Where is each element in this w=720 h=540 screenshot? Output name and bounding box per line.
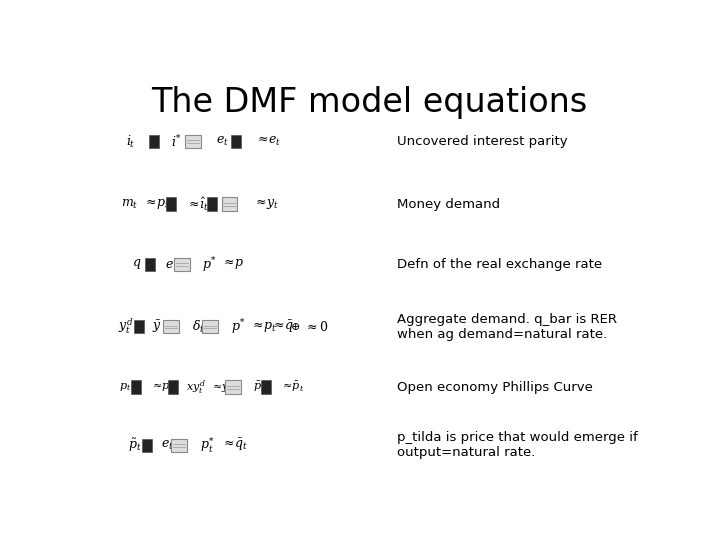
Text: $e_{t}$: $e_{t}$ xyxy=(161,438,174,452)
Bar xyxy=(168,380,178,394)
Text: $\approx\! y_{t}$: $\approx\! y_{t}$ xyxy=(253,197,279,211)
Bar xyxy=(163,320,179,333)
Text: $\approx\! p$: $\approx\! p$ xyxy=(221,258,244,272)
Text: $\approx\!\bar{q}$: $\approx\!\bar{q}$ xyxy=(271,319,294,335)
Bar xyxy=(222,198,238,211)
Text: Aggregate demand. q_bar is RER
when ag demand=natural rate.: Aggregate demand. q_bar is RER when ag d… xyxy=(397,313,617,341)
Text: Uncovered interest parity: Uncovered interest parity xyxy=(397,135,567,148)
Text: $p^{*}$: $p^{*}$ xyxy=(202,255,216,274)
Text: $m_{t}$: $m_{t}$ xyxy=(121,198,138,211)
Bar xyxy=(171,438,187,452)
Bar xyxy=(143,438,153,452)
Text: $p_{t}^{*}$: $p_{t}^{*}$ xyxy=(200,436,215,455)
Bar xyxy=(145,258,156,271)
Text: $\approx\! p_{t}$: $\approx\! p_{t}$ xyxy=(143,197,170,211)
Text: $\approx\!\bar{q}_{t}$: $\approx\!\bar{q}_{t}$ xyxy=(220,437,248,454)
Text: Defn of the real exchange rate: Defn of the real exchange rate xyxy=(397,258,602,271)
Text: Money demand: Money demand xyxy=(397,198,500,211)
Text: $\approx\!\bar{p}_{t}$: $\approx\!\bar{p}_{t}$ xyxy=(280,380,304,394)
Bar xyxy=(134,320,144,333)
Text: $q$: $q$ xyxy=(132,258,141,272)
Text: $e$: $e$ xyxy=(166,258,174,271)
Text: $\approx\! y\,U$: $\approx\! y\,U$ xyxy=(210,380,241,394)
Text: $\approx 0$: $\approx 0$ xyxy=(304,320,328,334)
Bar xyxy=(174,258,190,271)
Bar xyxy=(207,198,217,211)
Text: p_tilda is price that would emerge if
output=natural rate.: p_tilda is price that would emerge if ou… xyxy=(397,431,638,459)
Text: $\approx\! p_{t}$: $\approx\! p_{t}$ xyxy=(150,381,174,393)
Bar xyxy=(231,135,241,148)
Text: $\approx\!\hat{\imath}_{t}$: $\approx\!\hat{\imath}_{t}$ xyxy=(186,195,209,213)
Text: $e_{t}$: $e_{t}$ xyxy=(215,135,228,148)
Text: $\bar{p}_{t}$: $\bar{p}_{t}$ xyxy=(253,380,266,394)
Text: $\approx\! e_{t}$: $\approx\! e_{t}$ xyxy=(255,135,281,148)
Bar xyxy=(149,135,159,148)
Bar xyxy=(225,380,240,394)
Text: The DMF model equations: The DMF model equations xyxy=(151,85,587,119)
Text: $p_{t}$: $p_{t}$ xyxy=(119,381,131,393)
Text: Open economy Phillips Curve: Open economy Phillips Curve xyxy=(397,381,593,394)
Bar xyxy=(202,320,217,333)
Bar xyxy=(186,135,201,148)
Bar xyxy=(131,380,141,394)
Text: $\oplus$: $\oplus$ xyxy=(289,321,300,332)
Text: $x y_{t}^{d}$: $x y_{t}^{d}$ xyxy=(186,378,206,396)
Text: $\approx\! p_{t}$: $\approx\! p_{t}$ xyxy=(250,320,277,334)
Text: $\tilde{p}_{t}$: $\tilde{p}_{t}$ xyxy=(128,437,142,454)
Text: $\bar{y}$: $\bar{y}$ xyxy=(153,319,162,335)
Bar xyxy=(261,380,271,394)
Text: $i^{*}$: $i^{*}$ xyxy=(171,134,182,150)
Bar xyxy=(166,198,176,211)
Text: $y_{t}^{d}$: $y_{t}^{d}$ xyxy=(118,317,133,336)
Text: $\delta_{t}$: $\delta_{t}$ xyxy=(192,319,205,335)
Text: $p^{*}$: $p^{*}$ xyxy=(230,318,246,336)
Text: $i_{t}$: $i_{t}$ xyxy=(126,134,136,150)
